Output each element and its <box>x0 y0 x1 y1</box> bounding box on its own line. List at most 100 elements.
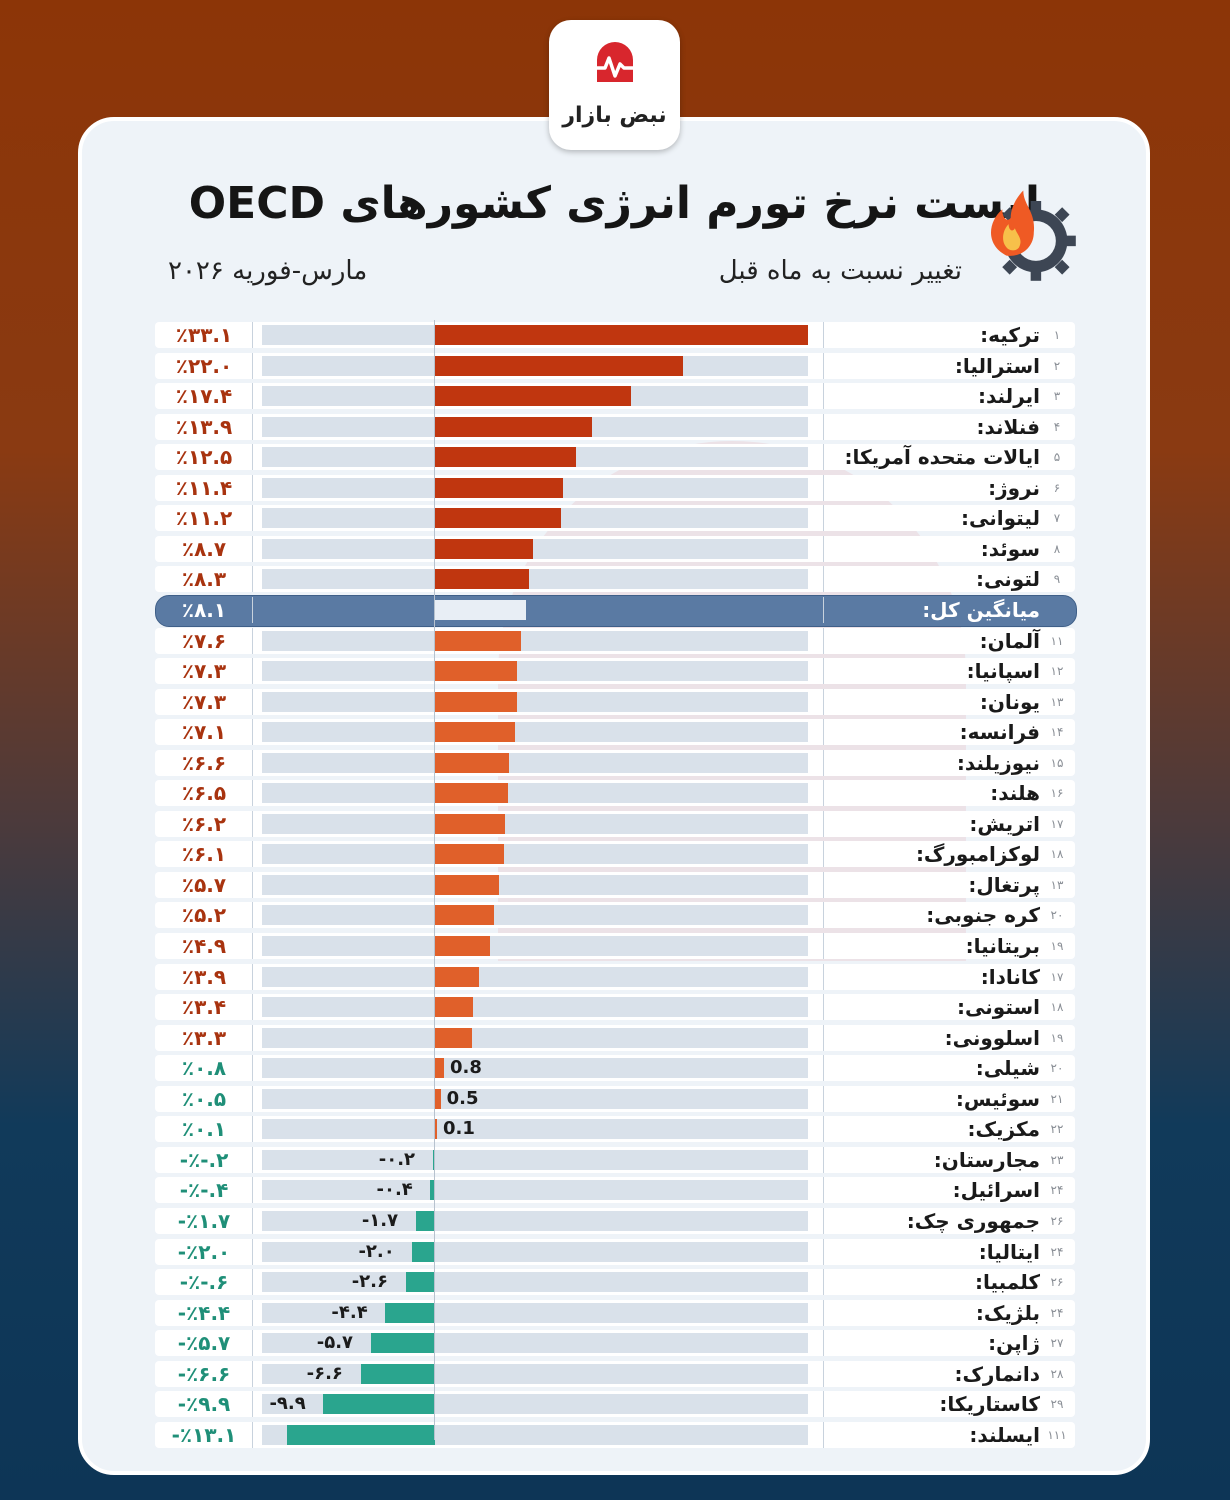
column-divider <box>823 689 824 715</box>
rank-number: ۱۷ <box>1050 970 1064 984</box>
column-divider <box>823 597 824 623</box>
bar-track <box>262 997 808 1017</box>
bar <box>435 905 494 925</box>
bar-track <box>262 1089 808 1109</box>
bar <box>435 386 632 406</box>
bar-track <box>262 783 808 803</box>
column-divider <box>252 628 253 654</box>
column-divider <box>252 414 253 440</box>
percent-label: ٪۶.۵ <box>181 781 227 805</box>
column-divider <box>252 872 253 898</box>
rank-number: ۱۹ <box>1050 939 1064 953</box>
column-divider <box>823 964 824 990</box>
rank-number: ۱۹ <box>1050 1031 1064 1045</box>
column-divider <box>823 902 824 928</box>
bar <box>432 1150 435 1170</box>
bar-track <box>262 661 808 681</box>
bar <box>435 569 529 589</box>
country-name: سوئد: <box>980 537 1040 561</box>
column-divider <box>823 872 824 898</box>
bar <box>405 1272 435 1292</box>
column-divider <box>252 719 253 745</box>
column-divider <box>823 628 824 654</box>
column-divider <box>252 1239 253 1265</box>
country-name: ایتالیا: <box>978 1240 1040 1264</box>
page-title: لیست نرخ تورم انرژی کشورهای OECD <box>188 178 1040 229</box>
column-divider <box>823 1116 824 1142</box>
bar <box>435 600 527 620</box>
column-divider <box>823 780 824 806</box>
rank-number: ۲۷ <box>1050 1336 1064 1350</box>
column-divider <box>252 964 253 990</box>
country-name: اسلوونی: <box>944 1026 1040 1050</box>
rank-number: ۹ <box>1053 572 1061 586</box>
percent-label: ٪۱۳.۹ <box>175 415 233 439</box>
percent-label: ٪۵.۷ <box>181 873 227 897</box>
country-name: سوئیس: <box>955 1087 1040 1111</box>
rank-number: ۸ <box>1053 542 1061 556</box>
bar-track <box>262 569 808 589</box>
column-divider <box>252 1055 253 1081</box>
rank-number: ۱۷ <box>1050 817 1064 831</box>
bar-track <box>262 1028 808 1048</box>
percent-label: ٪۵.۲ <box>181 903 227 927</box>
bar <box>435 1058 444 1078</box>
column-divider <box>823 475 824 501</box>
country-name: لوکزامبورگ: <box>915 842 1040 866</box>
bar-track <box>262 600 808 620</box>
percent-label: ٪۰.۸ <box>181 1056 227 1080</box>
rank-number: ۱۸ <box>1050 1000 1064 1014</box>
bar-track <box>262 1180 808 1200</box>
bar-track <box>262 936 808 956</box>
country-name: استونی: <box>957 995 1040 1019</box>
column-divider <box>823 750 824 776</box>
bar-track <box>262 875 808 895</box>
bar-track <box>262 1211 808 1231</box>
country-name: لیتوانی: <box>961 506 1040 530</box>
percent-label: ٪۷.۱ <box>181 720 227 744</box>
bar-track <box>262 1119 808 1139</box>
column-divider <box>252 1391 253 1417</box>
bar-track <box>262 1150 808 1170</box>
country-name: میانگین کل: <box>922 598 1040 622</box>
column-divider <box>252 1025 253 1051</box>
percent-label: ٪۸.۱ <box>181 598 227 622</box>
column-divider <box>823 536 824 562</box>
bar <box>435 539 534 559</box>
column-divider <box>252 750 253 776</box>
rank-number: ۱۲ <box>1050 664 1064 678</box>
bar-track <box>262 814 808 834</box>
bar-value-label: 0.5 <box>446 1088 479 1109</box>
bar <box>435 783 509 803</box>
column-divider <box>823 505 824 531</box>
bar-track <box>262 722 808 742</box>
column-divider <box>252 933 253 959</box>
column-divider <box>252 505 253 531</box>
country-name: آلمان: <box>979 629 1040 653</box>
rank-number: ۱۱ <box>1050 634 1064 648</box>
rank-number: ۲۹ <box>1050 1397 1064 1411</box>
column-divider <box>252 322 253 348</box>
rank-number: ۲۳ <box>1050 1153 1064 1167</box>
rank-number: ۲۰ <box>1050 1061 1064 1075</box>
column-divider <box>252 444 253 470</box>
percent-label: ٪۷.۳ <box>181 690 227 714</box>
bar <box>435 631 521 651</box>
percent-label: ٪۷.۶ <box>181 629 227 653</box>
percent-label: -٪۵.۷ <box>177 1331 231 1355</box>
country-name: فرانسه: <box>959 720 1040 744</box>
rank-number: ۲۴ <box>1050 1245 1064 1259</box>
column-divider <box>252 536 253 562</box>
bar <box>435 508 562 528</box>
bar <box>435 356 683 376</box>
country-name: نروژ: <box>988 476 1040 500</box>
bar-value-label: -۶.۶ <box>306 1363 343 1384</box>
column-divider <box>823 841 824 867</box>
column-divider <box>252 475 253 501</box>
bar <box>385 1303 435 1323</box>
country-name: بریتانیا: <box>965 934 1040 958</box>
percent-label: -٪۱۳.۱ <box>171 1423 237 1447</box>
bar-track <box>262 692 808 712</box>
bar-track <box>262 844 808 864</box>
bar-track <box>262 753 808 773</box>
